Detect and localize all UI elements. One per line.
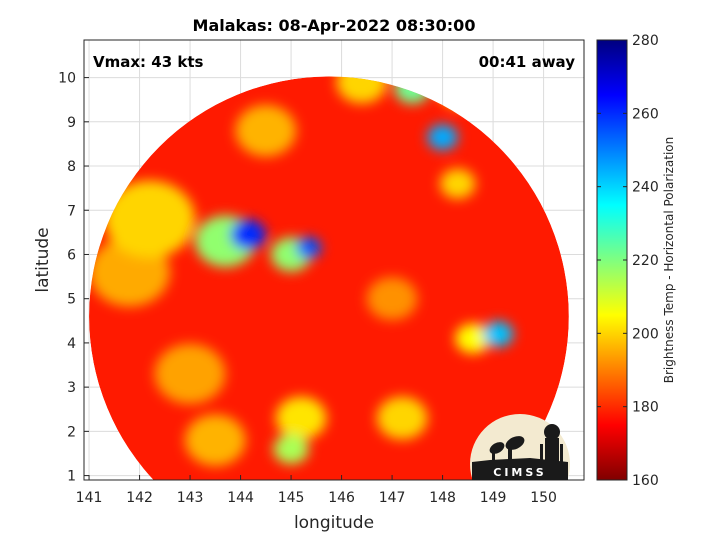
swath-feature (154, 343, 226, 404)
x-tick-label: 146 (328, 490, 355, 506)
swath-feature (366, 277, 418, 321)
colorbar-tick-label: 280 (632, 33, 659, 49)
y-ticks: 1 2 3 4 5 6 7 8 9 10 (58, 71, 89, 485)
colorbar-tick-label: 240 (632, 180, 659, 196)
chart-title: Malakas: 08-Apr-2022 08:30:00 (193, 16, 476, 35)
swath-feature (230, 219, 266, 250)
x-tick-label: 143 (177, 490, 204, 506)
x-tick-label: 149 (480, 490, 507, 506)
x-axis-label: longitude (294, 513, 374, 533)
x-ticks: 141 142 143 144 145 146 147 148 149 150 (76, 475, 557, 506)
x-tick-label: 144 (227, 490, 254, 506)
swath-feature (427, 124, 458, 151)
cimss-logo-text: CIMSS (493, 466, 546, 479)
colorbar-tick-label: 160 (632, 473, 659, 489)
colorbar-label: Brightness Temp - Horizontal Polarizatio… (662, 137, 676, 384)
y-axis-label: latitude (33, 227, 53, 292)
x-tick-label: 150 (530, 490, 557, 506)
colorbar-tick-label: 260 (632, 106, 659, 122)
cimss-logo: CIMSS (470, 414, 570, 480)
swath-feature (296, 237, 322, 259)
swath-feature (185, 414, 246, 466)
y-tick-label: 9 (67, 115, 76, 131)
colorbar-tick-label: 200 (632, 326, 659, 342)
colorbar-tick-label: 220 (632, 253, 659, 269)
swath-feature (273, 434, 309, 465)
y-tick-label: 3 (67, 380, 76, 396)
x-tick-label: 142 (126, 490, 153, 506)
vmax-annotation: Vmax: 43 kts (93, 53, 203, 71)
y-tick-label: 5 (67, 292, 76, 308)
y-tick-label: 2 (67, 424, 76, 440)
x-tick-label: 147 (379, 490, 406, 506)
swath-features (89, 76, 514, 466)
swath-feature (482, 321, 514, 347)
x-tick-label: 145 (278, 490, 305, 506)
y-tick-label: 10 (58, 71, 76, 87)
x-tick-label: 141 (76, 490, 103, 506)
swath-feature (235, 104, 297, 157)
y-tick-label: 8 (67, 159, 76, 175)
colorbar (596, 39, 628, 481)
swath-feature (336, 76, 388, 104)
swath-feature (376, 396, 428, 440)
swath-image (89, 76, 569, 480)
swath-feature (440, 168, 476, 199)
y-tick-label: 7 (67, 203, 76, 219)
x-tick-label: 148 (429, 490, 456, 506)
y-tick-label: 6 (67, 247, 76, 263)
swath-feature (275, 396, 327, 440)
time-away-annotation: 00:41 away (479, 53, 576, 71)
swath-feature (104, 180, 196, 258)
y-tick-label: 4 (67, 336, 76, 352)
axes-box (83, 39, 585, 481)
colorbar-tick-label: 180 (632, 400, 659, 416)
colorbar-ticks: 160 180 200 220 240 260 280 (597, 33, 659, 489)
y-tick-label: 1 (67, 469, 76, 485)
swath-feature (455, 323, 491, 354)
